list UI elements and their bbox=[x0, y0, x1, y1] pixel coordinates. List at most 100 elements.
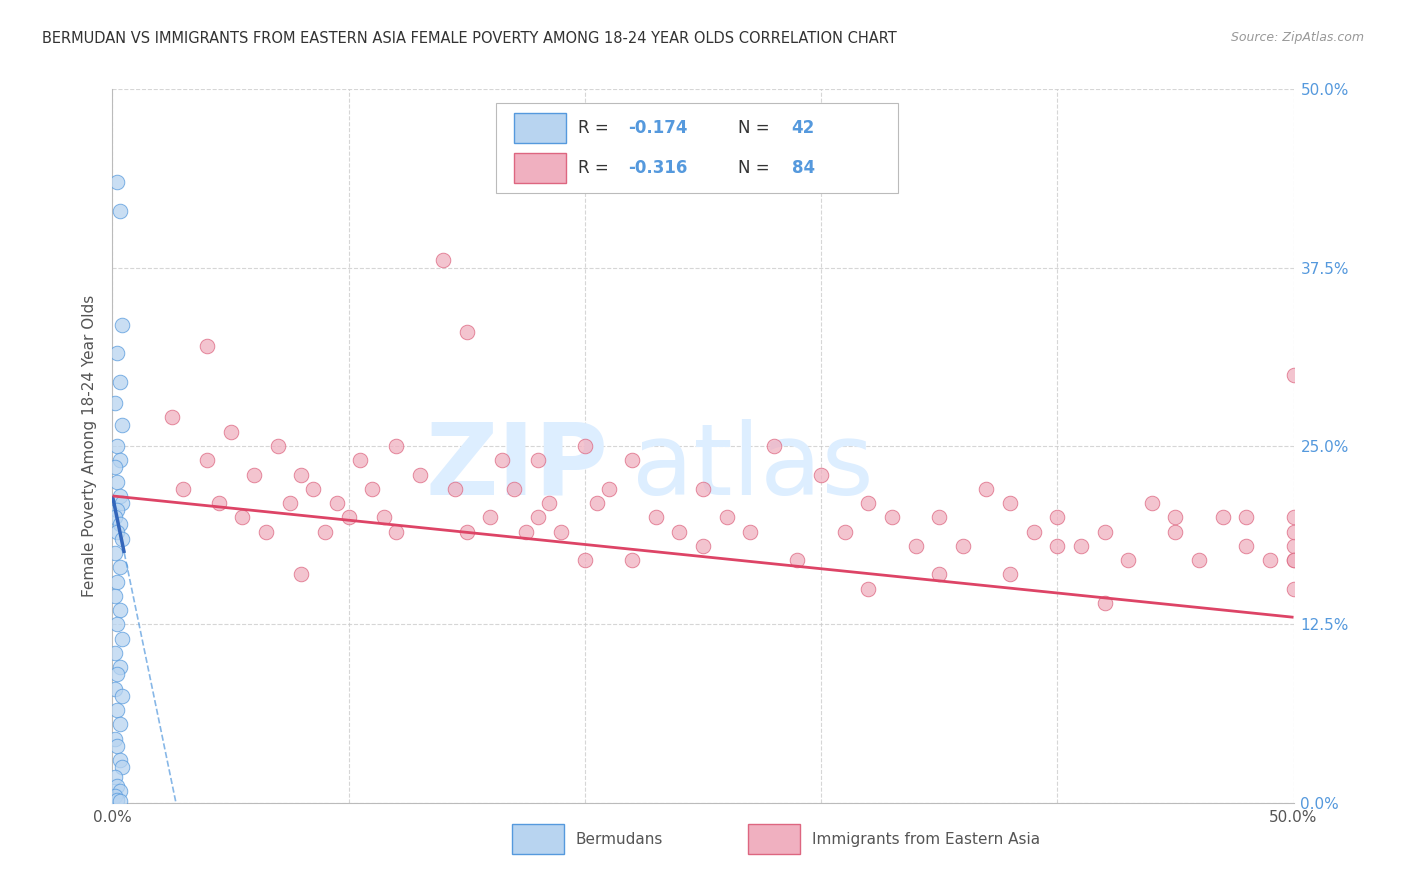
Text: Immigrants from Eastern Asia: Immigrants from Eastern Asia bbox=[811, 831, 1040, 847]
Point bbox=[1282, 368, 1305, 382]
Point bbox=[105, 574, 128, 589]
Point bbox=[716, 510, 738, 524]
Point bbox=[108, 453, 131, 467]
FancyBboxPatch shape bbox=[496, 103, 898, 193]
Text: R =: R = bbox=[578, 119, 614, 136]
Point bbox=[105, 617, 128, 632]
Point bbox=[526, 453, 548, 467]
Point bbox=[880, 510, 903, 524]
Point bbox=[1140, 496, 1163, 510]
Text: BERMUDAN VS IMMIGRANTS FROM EASTERN ASIA FEMALE POVERTY AMONG 18-24 YEAR OLDS CO: BERMUDAN VS IMMIGRANTS FROM EASTERN ASIA… bbox=[42, 31, 897, 46]
Point bbox=[105, 439, 128, 453]
Point bbox=[1282, 524, 1305, 539]
Point bbox=[302, 482, 325, 496]
Point bbox=[1234, 539, 1257, 553]
Point bbox=[550, 524, 572, 539]
Point bbox=[108, 375, 131, 389]
Point bbox=[740, 524, 762, 539]
Text: -0.316: -0.316 bbox=[628, 160, 688, 178]
Point bbox=[160, 410, 183, 425]
Point bbox=[1094, 596, 1116, 610]
Point bbox=[491, 453, 513, 467]
Point bbox=[385, 524, 408, 539]
Point bbox=[290, 567, 312, 582]
Point bbox=[928, 567, 950, 582]
Point bbox=[105, 175, 128, 189]
Point bbox=[105, 703, 128, 717]
Point bbox=[515, 524, 537, 539]
Point bbox=[432, 253, 454, 268]
Point bbox=[1094, 524, 1116, 539]
Point bbox=[904, 539, 927, 553]
Point bbox=[928, 510, 950, 524]
Point bbox=[1046, 539, 1069, 553]
Point bbox=[111, 496, 134, 510]
Point bbox=[538, 496, 561, 510]
Point bbox=[526, 510, 548, 524]
Point bbox=[1070, 539, 1092, 553]
Point bbox=[762, 168, 785, 182]
Point bbox=[108, 794, 131, 808]
Point bbox=[108, 717, 131, 731]
Point bbox=[810, 467, 832, 482]
Point bbox=[108, 203, 131, 218]
Point bbox=[1282, 510, 1305, 524]
Point bbox=[1234, 510, 1257, 524]
Point bbox=[361, 482, 384, 496]
Point bbox=[104, 396, 127, 410]
Point bbox=[858, 496, 880, 510]
Point bbox=[111, 318, 134, 332]
Point bbox=[337, 510, 360, 524]
FancyBboxPatch shape bbox=[515, 112, 567, 143]
Point bbox=[104, 789, 127, 803]
Text: N =: N = bbox=[738, 160, 775, 178]
Point bbox=[762, 439, 785, 453]
Point bbox=[105, 779, 128, 793]
Point bbox=[172, 482, 194, 496]
Point bbox=[111, 532, 134, 546]
Point bbox=[408, 467, 430, 482]
Point bbox=[104, 681, 127, 696]
Text: ZIP: ZIP bbox=[426, 419, 609, 516]
Point bbox=[108, 517, 131, 532]
Text: N =: N = bbox=[738, 119, 775, 136]
FancyBboxPatch shape bbox=[748, 824, 800, 855]
Point bbox=[444, 482, 467, 496]
Text: Source: ZipAtlas.com: Source: ZipAtlas.com bbox=[1230, 31, 1364, 45]
FancyBboxPatch shape bbox=[515, 153, 567, 184]
Point bbox=[108, 753, 131, 767]
Point bbox=[111, 417, 134, 432]
Point bbox=[574, 553, 596, 567]
Point bbox=[585, 496, 607, 510]
Point bbox=[108, 489, 131, 503]
Point bbox=[326, 496, 349, 510]
Point bbox=[208, 496, 231, 510]
Point bbox=[104, 731, 127, 746]
Point bbox=[105, 346, 128, 360]
Point bbox=[834, 524, 856, 539]
Point bbox=[195, 339, 218, 353]
Point bbox=[1188, 553, 1211, 567]
Point bbox=[998, 496, 1021, 510]
Point bbox=[621, 453, 644, 467]
Point bbox=[111, 689, 134, 703]
Point bbox=[692, 539, 714, 553]
Point bbox=[278, 496, 301, 510]
Point bbox=[254, 524, 277, 539]
Point bbox=[858, 582, 880, 596]
Point bbox=[108, 560, 131, 574]
Point bbox=[998, 567, 1021, 582]
Point bbox=[456, 325, 478, 339]
Point bbox=[104, 510, 127, 524]
Point bbox=[108, 660, 131, 674]
Point bbox=[692, 482, 714, 496]
Y-axis label: Female Poverty Among 18-24 Year Olds: Female Poverty Among 18-24 Year Olds bbox=[82, 295, 97, 597]
Point bbox=[1282, 582, 1305, 596]
Text: atlas: atlas bbox=[633, 419, 873, 516]
Point bbox=[952, 539, 974, 553]
Point bbox=[373, 510, 395, 524]
Point bbox=[105, 503, 128, 517]
Point bbox=[385, 439, 408, 453]
Point bbox=[105, 739, 128, 753]
Point bbox=[349, 453, 371, 467]
